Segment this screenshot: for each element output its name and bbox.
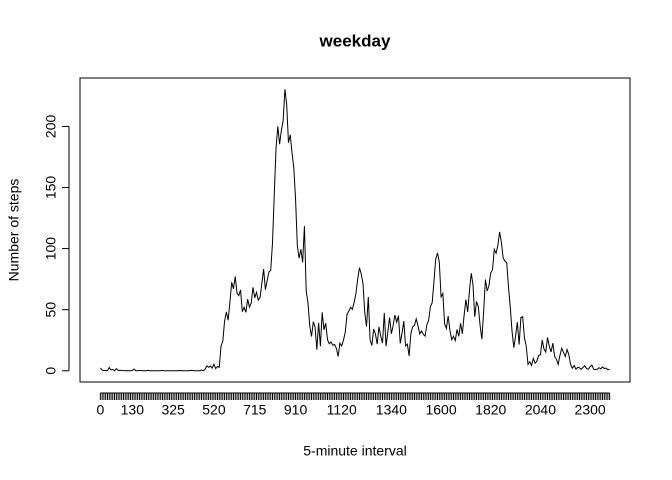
x-tick-label: 325 — [161, 402, 185, 418]
x-tick-label: 520 — [202, 402, 226, 418]
data-line — [99, 89, 610, 372]
plot-box — [79, 77, 631, 383]
x-tick-label: 130 — [121, 402, 145, 418]
x-tick-label: 715 — [243, 402, 267, 418]
x-tick-label: 2300 — [575, 402, 606, 418]
x-tick-label: 1340 — [376, 402, 407, 418]
x-tick-label: 1820 — [475, 402, 506, 418]
x-axis-label: 5-minute interval — [303, 443, 407, 459]
y-tick-label: 100 — [43, 237, 59, 261]
y-tick-label: 200 — [43, 114, 59, 138]
chart-title: weekday — [319, 31, 391, 50]
y-axis-label: Number of steps — [6, 179, 22, 282]
y-tick-label: 150 — [43, 176, 59, 200]
x-tick-label: 2040 — [525, 402, 556, 418]
x-tick-label: 0 — [96, 402, 104, 418]
x-tick-label: 910 — [284, 402, 308, 418]
x-tick-label: 1120 — [327, 402, 357, 418]
y-tick-label: 0 — [43, 367, 59, 375]
y-tick-label: 50 — [43, 302, 59, 318]
x-tick-label: 1600 — [425, 402, 456, 418]
